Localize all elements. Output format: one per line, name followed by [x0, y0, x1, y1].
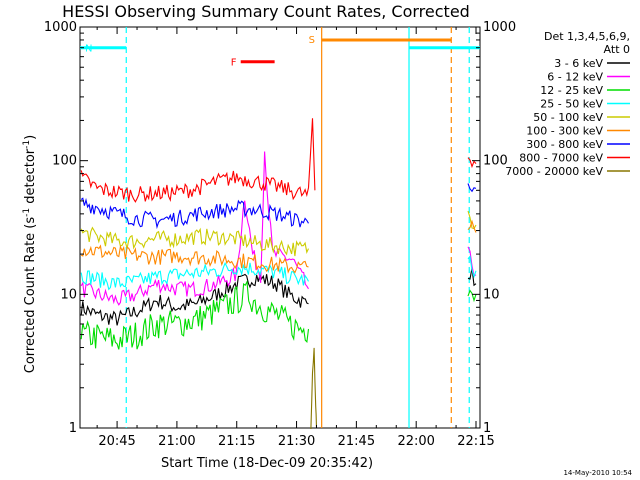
legend-header-detectors: Det 1,3,4,5,6,9,	[544, 30, 630, 43]
legend-label-6: 300 - 800 keV	[526, 138, 603, 151]
x-tick-label-2: 21:15	[218, 434, 255, 449]
y-tick-label-right-2: 100	[483, 154, 508, 169]
series-line-6-a	[80, 197, 309, 230]
y-tick-label-2: 100	[52, 154, 77, 169]
legend-header-attenuator: Att 0	[604, 43, 630, 56]
x-tick-label-1: 21:00	[158, 434, 195, 449]
legend-label-1: 6 - 12 keV	[547, 71, 603, 84]
series-line-2-a	[80, 279, 310, 350]
flare-bar-0-label: F	[231, 58, 237, 69]
y-tick-label-3: 1000	[44, 20, 77, 35]
y-axis-label: Corrected Count Rate (s-1 detector-1)	[22, 135, 38, 373]
x-tick-label-4: 21:45	[338, 434, 375, 449]
legend-label-5: 100 - 300 keV	[526, 125, 603, 138]
series-line-8-a	[310, 347, 318, 430]
series-line-1-a	[80, 151, 309, 306]
y-tick-label-0: 1	[69, 421, 77, 436]
legend-label-0: 3 - 6 keV	[554, 57, 603, 70]
series-line-4-b	[467, 210, 477, 230]
x-tick-label-6: 22:15	[457, 434, 494, 449]
series-line-7-b	[467, 157, 477, 169]
legend-label-8: 7000 - 20000 keV	[505, 165, 603, 178]
series-line-2-b	[467, 289, 477, 303]
y-tick-label-1: 10	[60, 287, 77, 302]
legend-label-4: 50 - 100 keV	[533, 111, 603, 124]
series-line-0-a	[80, 272, 309, 326]
y-tick-label-right-0: 1	[483, 421, 491, 436]
night-bar-0-label: N	[85, 44, 92, 55]
legend-label-7: 800 - 7000 keV	[519, 152, 603, 165]
y-tick-label-right-3: 1000	[483, 20, 516, 35]
footer-timestamp: 14-May-2010 10:54	[563, 469, 632, 477]
x-tick-label-3: 21:30	[278, 434, 315, 449]
series-line-5-b	[467, 219, 477, 233]
chart-title: HESSI Observing Summary Count Rates, Cor…	[62, 2, 470, 21]
series-line-4-a	[80, 226, 309, 257]
saa-bar-0-label: S	[309, 35, 315, 46]
series-line-5-a	[80, 244, 309, 274]
x-tick-label-0: 20:45	[98, 434, 135, 449]
plot-frame	[79, 26, 481, 429]
series-line-3-b	[467, 255, 477, 279]
series-line-6-b	[467, 183, 477, 193]
y-tick-label-right-1: 10	[483, 287, 500, 302]
x-tick-label-5: 22:00	[397, 434, 434, 449]
series-line-3-a	[80, 261, 309, 291]
series-line-7-a	[80, 118, 316, 203]
x-axis-label: Start Time (18-Dec-09 20:35:42)	[161, 456, 373, 471]
legend-label-2: 12 - 25 keV	[540, 84, 603, 97]
legend-label-3: 25 - 50 keV	[540, 98, 603, 111]
